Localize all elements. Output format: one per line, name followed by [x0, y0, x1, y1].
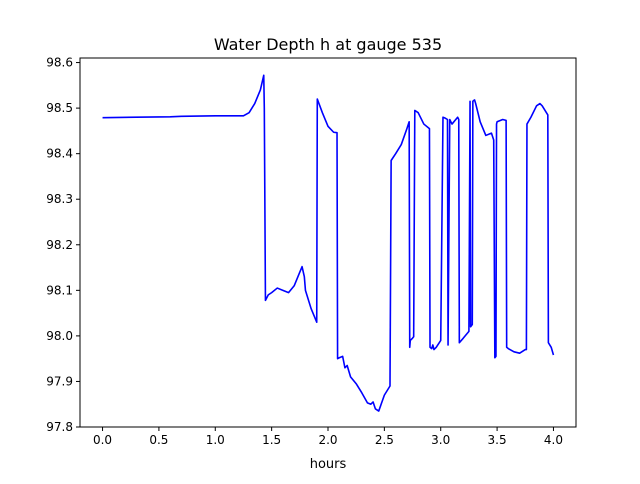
x-tick-label: 1.0	[206, 433, 225, 447]
data-series-line-1	[102, 74, 555, 412]
x-tick-label: 4.0	[544, 433, 563, 447]
x-tick-label: 0.5	[149, 433, 168, 447]
x-tick-label: 0.0	[93, 433, 112, 447]
y-tick-label: 98.6	[46, 56, 73, 70]
x-tick-label: 3.0	[431, 433, 450, 447]
y-tick-label: 97.9	[46, 374, 73, 388]
chart-title: Water Depth h at gauge 535	[214, 35, 442, 54]
x-axis-label: hours	[310, 457, 347, 472]
y-tick-label: 98.5	[46, 101, 73, 115]
x-tick-label: 1.5	[262, 433, 281, 447]
y-tick-label: 98.3	[46, 192, 73, 206]
y-tick-label: 98.1	[46, 283, 73, 297]
y-tick-label: 98.2	[46, 238, 73, 252]
x-tick-label: 2.5	[375, 433, 394, 447]
x-tick-label: 2.0	[318, 433, 337, 447]
plot-area: 0.0 0.5 1.0 1.5 2.0 2.5 3.0 3.5 4.0 97.8 97.9 98.0 9…	[46, 56, 577, 447]
y-tick-label: 98.0	[46, 329, 73, 343]
y-tick-label: 97.8	[46, 420, 73, 434]
y-tick-label: 98.4	[46, 147, 73, 161]
x-tick-label: 3.5	[488, 433, 507, 447]
